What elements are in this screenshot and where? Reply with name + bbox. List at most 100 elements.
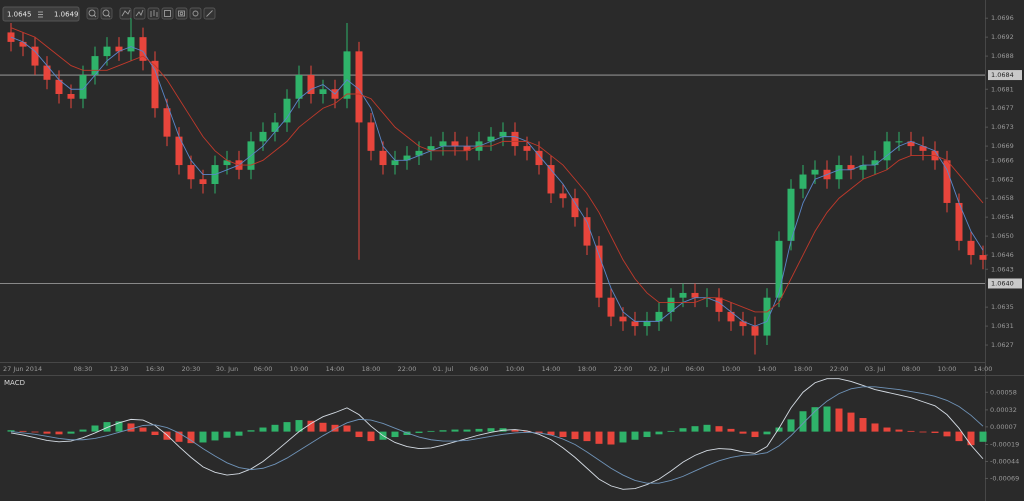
template-button[interactable] [161, 7, 174, 20]
candle-body [835, 165, 843, 180]
x-tick-label: 18:00 [794, 365, 813, 373]
macd-histogram-bar [907, 430, 915, 432]
macd-histogram-bar [127, 423, 135, 432]
indicators-button[interactable] [133, 7, 146, 20]
y-tick-label: 1.0627 [991, 341, 1014, 349]
y-tick-label: 1.0650 [991, 232, 1014, 240]
macd-histogram-bar [559, 431, 567, 438]
macd-histogram-bar [847, 412, 855, 432]
x-tick-label: 14:00 [542, 365, 561, 373]
macd-histogram-bar [775, 427, 783, 432]
macd-histogram-bar [223, 431, 231, 438]
y-tick-label: 1.0677 [991, 104, 1014, 112]
candle-body [499, 131, 507, 137]
candle-body [691, 292, 699, 298]
macd-histogram-bar [859, 418, 867, 432]
macd-histogram-bar [763, 431, 771, 435]
macd-histogram-bar [187, 431, 195, 444]
candle-body [703, 297, 711, 299]
candle-body [187, 165, 195, 180]
x-tick-label: 22:00 [830, 365, 849, 373]
macd-y-tick-label: -0.00019 [990, 441, 1019, 449]
candle-body [907, 141, 915, 147]
candle-body [163, 108, 171, 137]
candle-body [79, 75, 87, 99]
macd-line [10, 378, 984, 490]
macd-histogram-bar [547, 431, 555, 435]
macd-histogram-bar [79, 429, 87, 432]
macd-histogram-bar [367, 431, 375, 442]
y-tick-label: 1.0635 [991, 303, 1014, 311]
zoom-out-button[interactable] [100, 7, 113, 20]
draw-tool-button[interactable] [203, 7, 216, 20]
y-tick-label: 1.0662 [991, 175, 1014, 183]
candle-body [523, 146, 531, 151]
candle-body [43, 65, 51, 80]
x-tick-label: 06:00 [686, 365, 705, 373]
candle-body [871, 160, 879, 166]
candle-body [103, 46, 111, 57]
candle-body [175, 136, 183, 166]
candle-body [319, 89, 327, 94]
y-tick-label: 1.0696 [991, 14, 1014, 22]
x-tick-label: 06:00 [470, 365, 489, 373]
macd-line [10, 386, 984, 484]
macd-histogram-bar [871, 423, 879, 432]
macd-histogram-bar [823, 406, 831, 432]
candle-body [487, 136, 495, 142]
candle-body [559, 193, 567, 199]
macd-histogram-bar [235, 431, 243, 436]
x-tick-label: 10:00 [506, 365, 525, 373]
macd-histogram-bar [259, 427, 267, 432]
candle-body [463, 146, 471, 151]
candle-body [655, 311, 663, 322]
macd-y-tick-label: -0.00044 [990, 457, 1019, 465]
x-tick-label: 14:00 [974, 365, 993, 373]
candle-body [271, 122, 279, 132]
macd-histogram-bar [295, 420, 303, 432]
y-tick-label: 1.0654 [991, 213, 1014, 221]
quote-separator-icon [38, 11, 43, 18]
macd-histogram-bar [955, 431, 963, 442]
x-tick-label: 10:00 [938, 365, 957, 373]
x-tick-label: 03. Jul [865, 365, 885, 373]
macd-histogram-bar [883, 427, 891, 432]
x-tick-label: 22:00 [614, 365, 633, 373]
candle-body [7, 32, 15, 42]
candle-body [223, 160, 231, 166]
candle-body [55, 79, 63, 94]
screenshot-button[interactable] [175, 7, 188, 20]
candle-body [307, 75, 315, 94]
macd-histogram-bar [415, 431, 423, 433]
macd-histogram-bar [475, 428, 483, 432]
macd-title: MACD [4, 379, 25, 387]
x-tick-label: 14:00 [326, 365, 345, 373]
macd-histogram-bar [451, 429, 459, 432]
zoom-in-button[interactable] [86, 7, 99, 20]
macd-histogram-bar [679, 428, 687, 432]
candle-body [379, 150, 387, 166]
chart-type-button[interactable] [147, 7, 160, 20]
x-tick-label: 22:00 [398, 365, 417, 373]
level-label-box [988, 70, 1022, 81]
settings-button[interactable] [189, 7, 202, 20]
macd-histogram-bar [103, 422, 111, 432]
timeframe-button[interactable] [119, 7, 132, 20]
macd-histogram-bar [631, 431, 639, 440]
candle-body [739, 321, 747, 327]
y-tick-label: 1.0681 [991, 85, 1014, 93]
candle-body [595, 245, 603, 298]
macd-histogram-bar [799, 411, 807, 432]
candle-body [127, 37, 135, 52]
macd-histogram-bar [583, 431, 591, 442]
candle-body [583, 217, 591, 246]
macd-histogram-bar [151, 431, 159, 435]
y-tick-label: 1.0646 [991, 251, 1014, 259]
macd-histogram-bar [19, 430, 27, 432]
x-tick-label: 18:00 [362, 365, 381, 373]
candle-body [631, 321, 639, 327]
x-tick-label: 30. Jun [216, 365, 239, 373]
macd-histogram-bar [691, 426, 699, 432]
candle-body [883, 141, 891, 161]
